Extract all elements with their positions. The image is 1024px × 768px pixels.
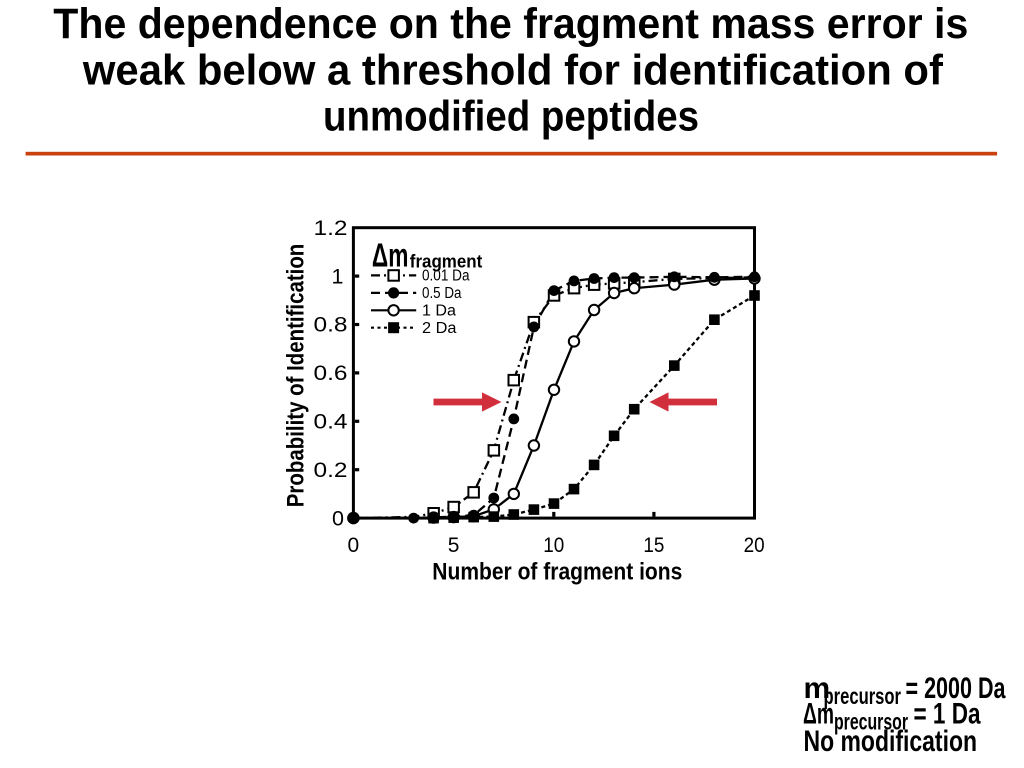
svg-text:2 Da: 2 Da — [422, 320, 457, 337]
svg-text:weak below a threshold for ide: weak below a threshold for identificatio… — [82, 47, 944, 95]
svg-text:0: 0 — [348, 534, 360, 557]
svg-text:Probability of Identification: Probability of Identification — [283, 244, 310, 508]
svg-text:1: 1 — [332, 264, 344, 288]
svg-text:1 Da: 1 Da — [422, 303, 456, 320]
svg-text:0.6: 0.6 — [314, 361, 348, 385]
svg-text:1.2: 1.2 — [314, 216, 348, 240]
svg-text:No modification: No modification — [804, 725, 978, 758]
svg-text:20: 20 — [744, 534, 765, 557]
svg-text:5: 5 — [448, 534, 460, 557]
svg-text:0.2: 0.2 — [314, 458, 348, 482]
svg-text:0: 0 — [332, 506, 344, 530]
svg-text:Δm: Δm — [372, 236, 409, 273]
svg-text:0.4: 0.4 — [314, 410, 348, 434]
svg-text:0.8: 0.8 — [314, 313, 348, 337]
svg-text:Δm: Δm — [803, 698, 834, 731]
svg-text:precursor: precursor — [834, 709, 908, 735]
svg-text:15: 15 — [643, 534, 664, 557]
svg-text:fragment: fragment — [410, 251, 483, 271]
svg-text:m: m — [804, 672, 831, 705]
svg-text:precursor: precursor — [824, 683, 902, 709]
svg-text:The dependence on the fragment: The dependence on the fragment mass erro… — [53, 0, 968, 48]
svg-text:Number of fragment ions: Number of fragment ions — [432, 559, 682, 586]
svg-text:0.01 Da: 0.01 Da — [422, 268, 470, 285]
svg-text:unmodified peptides: unmodified peptides — [323, 92, 699, 140]
svg-text:10: 10 — [543, 534, 564, 557]
svg-text:0.5 Da: 0.5 Da — [422, 285, 462, 302]
svg-text:= 2000 Da: = 2000 Da — [906, 672, 1006, 705]
svg-text:= 1 Da: = 1 Da — [914, 698, 981, 731]
